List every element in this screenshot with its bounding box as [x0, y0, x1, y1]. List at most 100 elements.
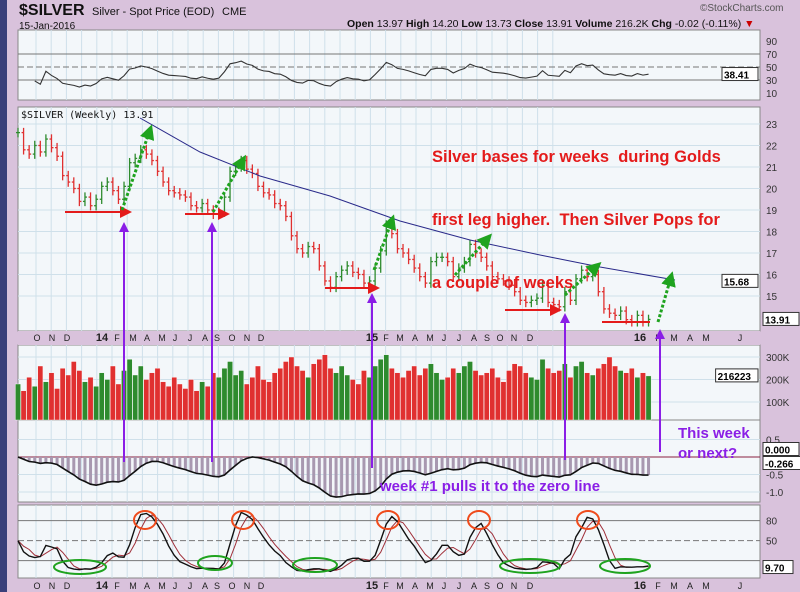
volume-bar — [355, 383, 362, 421]
exchange: CME — [222, 6, 247, 18]
x-tick-label: A — [144, 333, 150, 343]
stoch-line — [17, 511, 649, 573]
volume-bar — [283, 361, 289, 421]
volume-bar — [288, 356, 295, 421]
x-axis-band — [18, 331, 760, 345]
volume-bar — [405, 370, 412, 421]
volume-bar — [76, 370, 83, 421]
chart-date: 15-Jan-2016 — [19, 21, 76, 32]
x-tick-label: D — [64, 581, 71, 591]
volume-bar — [444, 377, 451, 421]
x-tick-label: J — [738, 581, 743, 591]
volume-bar — [43, 381, 49, 421]
ma-last-value: 15.68 — [724, 277, 749, 288]
volume-bar — [110, 365, 116, 421]
volume-bar — [243, 383, 250, 421]
green-trough-ellipse — [499, 558, 561, 574]
volume-bar — [567, 377, 574, 421]
volume-bar — [115, 383, 122, 421]
x-tick-label: D — [64, 333, 71, 343]
x-tick-label: A — [687, 333, 693, 343]
volume-bar — [305, 377, 311, 421]
orange-peak-circle — [576, 510, 600, 530]
volume-bar — [338, 365, 345, 421]
x-tick-label: N — [511, 581, 518, 591]
volume-bar — [177, 383, 183, 421]
x-tick-label: D — [258, 581, 265, 591]
volume-bar — [31, 386, 38, 421]
volume-bar — [545, 368, 551, 421]
x-tick-label: N — [511, 333, 518, 343]
annotation-line: or next? — [678, 445, 738, 462]
volume-bar — [271, 372, 278, 421]
volume-bar — [277, 368, 284, 421]
volume-bar — [143, 379, 150, 421]
volume-bar — [193, 390, 200, 421]
volume-bar — [70, 361, 77, 421]
volume-bar — [165, 386, 172, 421]
volume-bar — [310, 363, 317, 421]
copyright: ©StockCharts.com — [700, 3, 784, 14]
volume-value: 216.2K — [615, 18, 649, 30]
volume-bar — [171, 377, 178, 421]
volume-bar — [461, 365, 468, 421]
volume-bar — [266, 381, 272, 421]
volume-bar — [182, 388, 189, 421]
series-label: $SILVER (Weekly) 13.91 — [21, 110, 154, 121]
x-tick-label: J — [457, 333, 462, 343]
x-tick-label: J — [442, 333, 447, 343]
high-label: High — [405, 18, 430, 30]
volume-bar — [478, 374, 484, 421]
orange-peak-circle — [133, 510, 157, 530]
x-tick-label: A — [412, 333, 418, 343]
volume-bar — [104, 379, 111, 421]
volume-bar — [606, 356, 613, 421]
volume-bar — [37, 365, 44, 421]
x-tick-label: S — [484, 581, 490, 591]
volume-bar — [450, 368, 457, 421]
volume-bar — [489, 368, 496, 421]
moving-average-line — [139, 117, 676, 281]
macd-signal-last-value: 0.000 — [765, 446, 790, 457]
x-tick-label: O — [33, 581, 40, 591]
x-tick-label: M — [396, 333, 404, 343]
stoch-last-value: 9.70 — [765, 564, 785, 575]
volume-bar — [255, 365, 261, 421]
x-tick-label: M — [670, 333, 678, 343]
volume-bar — [15, 383, 21, 421]
price-tick-label: 15 — [766, 292, 778, 303]
volume-bar — [249, 377, 256, 421]
volume-bar — [439, 379, 445, 421]
volume-bar — [416, 374, 423, 421]
x-tick-label: J — [442, 581, 447, 591]
close-label: Close — [514, 18, 544, 30]
open-label: Open — [347, 18, 374, 30]
x-tick-label: O — [496, 581, 503, 591]
x-tick-label: F — [383, 581, 389, 591]
volume-bar — [361, 370, 367, 421]
volume-bar — [93, 386, 99, 421]
volume-bar — [20, 390, 27, 421]
x-tick-label: A — [471, 333, 477, 343]
x-tick-label: O — [496, 333, 503, 343]
annotation-line: first leg higher. Then Silver Pops for — [432, 211, 720, 229]
volume-bar — [517, 365, 523, 421]
volume-bar — [260, 379, 267, 421]
macd-signal-last-value-box — [762, 442, 800, 456]
price-tick-label: 21 — [766, 163, 778, 174]
volume-bar — [556, 370, 563, 421]
volume-bar — [506, 370, 512, 421]
volume-bar — [456, 372, 462, 421]
macd-line — [17, 456, 649, 498]
volume-bar — [595, 368, 602, 421]
volume-bar — [372, 365, 378, 421]
rsi-tick-label: 30 — [766, 76, 778, 87]
x-tick-label: A — [202, 333, 208, 343]
x-tick-label: D — [527, 333, 534, 343]
volume-label: Volume — [575, 18, 613, 30]
volume-bar — [132, 374, 138, 421]
volume-bar — [472, 370, 479, 421]
volume-bar — [601, 363, 607, 421]
x-tick-label: O — [228, 333, 235, 343]
x-tick-label: M — [702, 333, 710, 343]
